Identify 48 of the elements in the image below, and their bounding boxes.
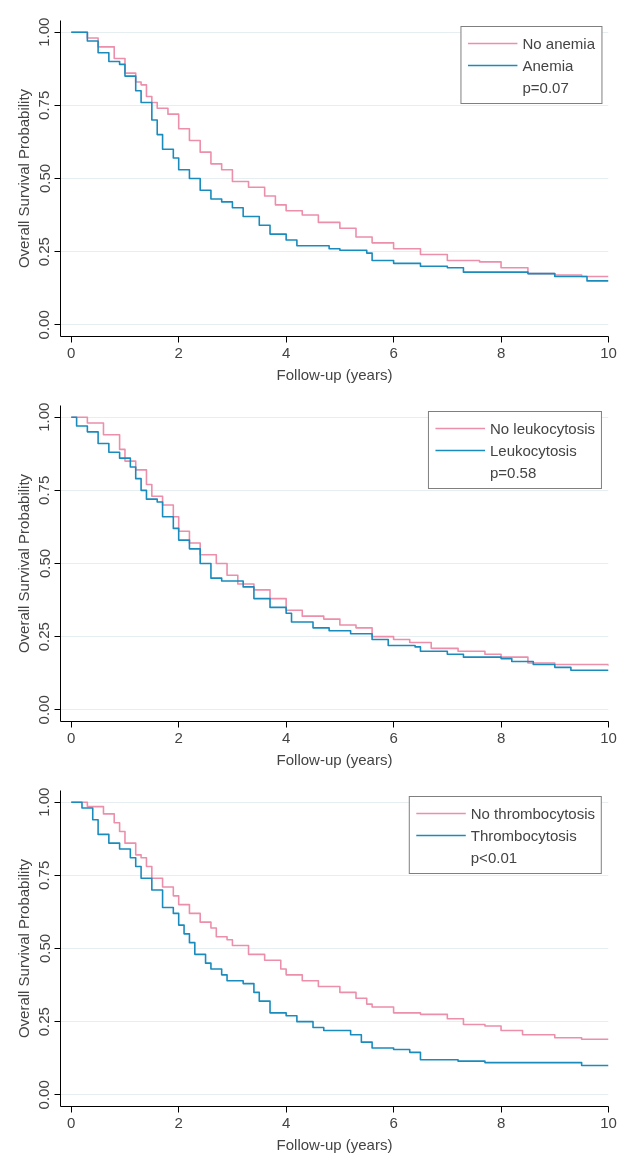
y-tick-label: 0.00 bbox=[35, 1080, 53, 1110]
x-tick-label: 0 bbox=[67, 728, 76, 746]
x-tick-label: 8 bbox=[496, 1113, 506, 1131]
x-tick-label: 0 bbox=[67, 343, 76, 361]
annotation: p=0.58 bbox=[489, 463, 537, 481]
legend-label: Leukocytosis bbox=[489, 441, 577, 459]
x-tick-label: 0 bbox=[67, 1113, 76, 1131]
y-axis-title: Overall Survival Probability bbox=[14, 473, 32, 654]
x-tick-label: 6 bbox=[389, 728, 398, 746]
legend-label: No anemia bbox=[522, 34, 595, 52]
x-tick-label: 4 bbox=[281, 343, 291, 361]
x-axis-title: Follow-up (years) bbox=[276, 365, 393, 383]
x-tick-label: 2 bbox=[174, 728, 183, 746]
y-tick-label: 0.25 bbox=[35, 1007, 53, 1037]
y-tick-label: 1.00 bbox=[35, 402, 53, 432]
x-tick-label: 2 bbox=[174, 1113, 183, 1131]
legend-label: No leukocytosis bbox=[489, 419, 595, 437]
y-tick-label: 0.25 bbox=[35, 237, 53, 267]
y-tick-label: 0.75 bbox=[35, 860, 53, 890]
y-tick-label: 1.00 bbox=[35, 17, 53, 47]
legend-label: Thrombocytosis bbox=[470, 826, 577, 844]
y-tick-label: 0.00 bbox=[35, 310, 53, 340]
x-axis-title: Follow-up (years) bbox=[276, 1135, 393, 1153]
y-tick-label: 0.50 bbox=[35, 933, 53, 964]
x-tick-label: 10 bbox=[600, 1113, 617, 1131]
x-tick-label: 6 bbox=[389, 343, 398, 361]
x-tick-label: 10 bbox=[600, 343, 617, 361]
x-tick-label: 4 bbox=[281, 1113, 291, 1131]
annotation: p=0.07 bbox=[522, 78, 569, 96]
y-tick-label: 0.25 bbox=[35, 622, 53, 652]
y-tick-label: 0.75 bbox=[35, 90, 53, 120]
y-tick-label: 0.50 bbox=[35, 548, 53, 579]
y-tick-label: 0.50 bbox=[35, 163, 53, 194]
x-tick-label: 8 bbox=[496, 728, 506, 746]
legend-label: No thrombocytosis bbox=[470, 804, 595, 822]
x-tick-label: 8 bbox=[496, 343, 506, 361]
annotation: p<0.01 bbox=[470, 848, 518, 866]
y-axis-title: Overall Survival Probability bbox=[14, 88, 32, 269]
y-tick-label: 0.00 bbox=[35, 695, 53, 725]
x-axis-title: Follow-up (years) bbox=[276, 750, 393, 768]
legend-label: Anemia bbox=[522, 56, 574, 74]
x-tick-label: 2 bbox=[174, 343, 183, 361]
y-axis-title: Overall Survival Probability bbox=[14, 858, 32, 1039]
y-tick-label: 1.00 bbox=[35, 787, 53, 817]
y-tick-label: 0.75 bbox=[35, 475, 53, 505]
x-tick-label: 4 bbox=[281, 728, 291, 746]
x-tick-label: 10 bbox=[600, 728, 617, 746]
x-tick-label: 6 bbox=[389, 1113, 398, 1131]
